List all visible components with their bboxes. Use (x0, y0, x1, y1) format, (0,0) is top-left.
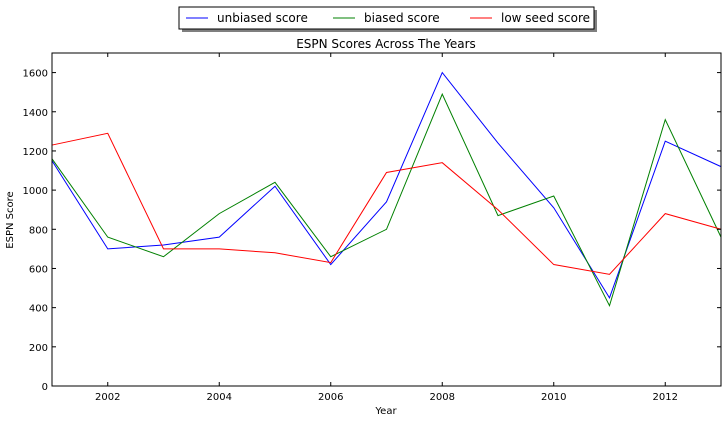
series-layer (51, 71, 722, 308)
series-line-low-seed-score (51, 132, 722, 275)
legend-box (178, 6, 595, 30)
x-tick-label: 2004 (207, 392, 232, 403)
legend-label: biased score (364, 11, 440, 25)
y-axis: 0 200 400 600 800 1000 1200 1400 1600 (23, 69, 721, 393)
plot-frame (51, 52, 722, 387)
x-tick-label: 2006 (318, 392, 343, 403)
legend-label: low seed score (501, 11, 590, 25)
chart-title: ESPN Scores Across The Years (296, 37, 476, 51)
y-axis-label: ESPN Score (5, 191, 16, 248)
y-tick-label: 400 (29, 304, 48, 315)
y-tick-label: 800 (29, 225, 48, 236)
x-tick-label: 2002 (95, 392, 120, 403)
legend-label: unbiased score (217, 11, 308, 25)
y-tick-label: 1000 (23, 186, 48, 197)
x-axis-label: Year (374, 406, 397, 417)
x-axis: 2002 2004 2006 2008 2010 2012 (95, 53, 678, 403)
legend: unbiased score biased score low seed score (178, 6, 597, 32)
x-tick-label: 2010 (541, 392, 566, 403)
y-tick-label: 0 (42, 382, 48, 393)
y-tick-label: 200 (29, 343, 48, 354)
x-tick-label: 2008 (430, 392, 455, 403)
y-tick-label: 1400 (23, 108, 48, 119)
y-tick-label: 1200 (23, 147, 48, 158)
x-tick-label: 2012 (653, 392, 678, 403)
y-tick-label: 1600 (23, 69, 48, 80)
series-line-biased-score (51, 92, 722, 308)
legend-entries: unbiased score biased score low seed score (186, 11, 590, 25)
y-tick-label: 600 (29, 264, 48, 275)
series-line-unbiased-score (51, 71, 722, 299)
